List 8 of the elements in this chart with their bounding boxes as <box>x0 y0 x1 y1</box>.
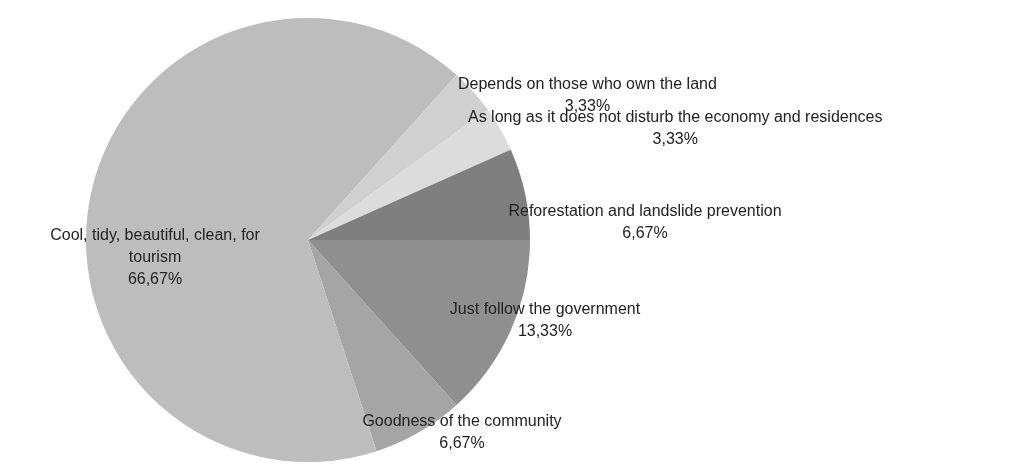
slice-label: Depends on those who own the land <box>458 75 717 93</box>
slice-label: Cool, tidy, beautiful, clean, for tourism <box>50 226 261 266</box>
data-label: 13,33% <box>517 322 573 340</box>
data-label: 6,67% <box>439 434 485 452</box>
data-label: 66,67% <box>127 270 183 288</box>
data-label: 3,33% <box>652 130 698 148</box>
data-label: 6,67% <box>622 224 668 242</box>
slice-label: Goodness of the community <box>362 412 562 430</box>
